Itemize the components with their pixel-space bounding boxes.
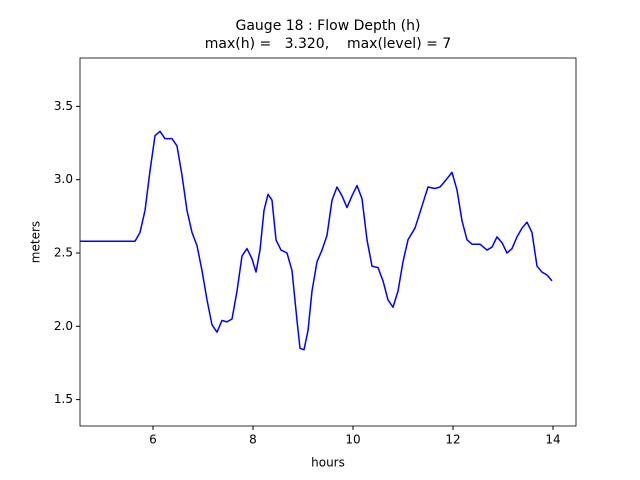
x-tick-label: 6 <box>149 433 157 447</box>
y-tick-label: 3.5 <box>54 99 73 113</box>
chart-subtitle: max(h) = 3.320, max(level) = 7 <box>205 36 451 52</box>
y-tick-label: 1.5 <box>54 392 73 406</box>
x-tick-label: 10 <box>345 433 360 447</box>
x-tick-label: 12 <box>445 433 460 447</box>
y-tick-label: 2.5 <box>54 245 73 259</box>
y-axis-label: meters <box>29 221 43 263</box>
chart-title: Gauge 18 : Flow Depth (h) <box>236 18 421 34</box>
line-series <box>80 130 553 351</box>
plot-frame <box>79 57 577 427</box>
x-tick-label: 14 <box>545 433 560 447</box>
y-tick-label: 2.0 <box>54 319 73 333</box>
y-tick-label: 3.0 <box>54 172 73 186</box>
x-tick-label: 8 <box>249 433 257 447</box>
x-axis-label: hours <box>311 456 345 470</box>
